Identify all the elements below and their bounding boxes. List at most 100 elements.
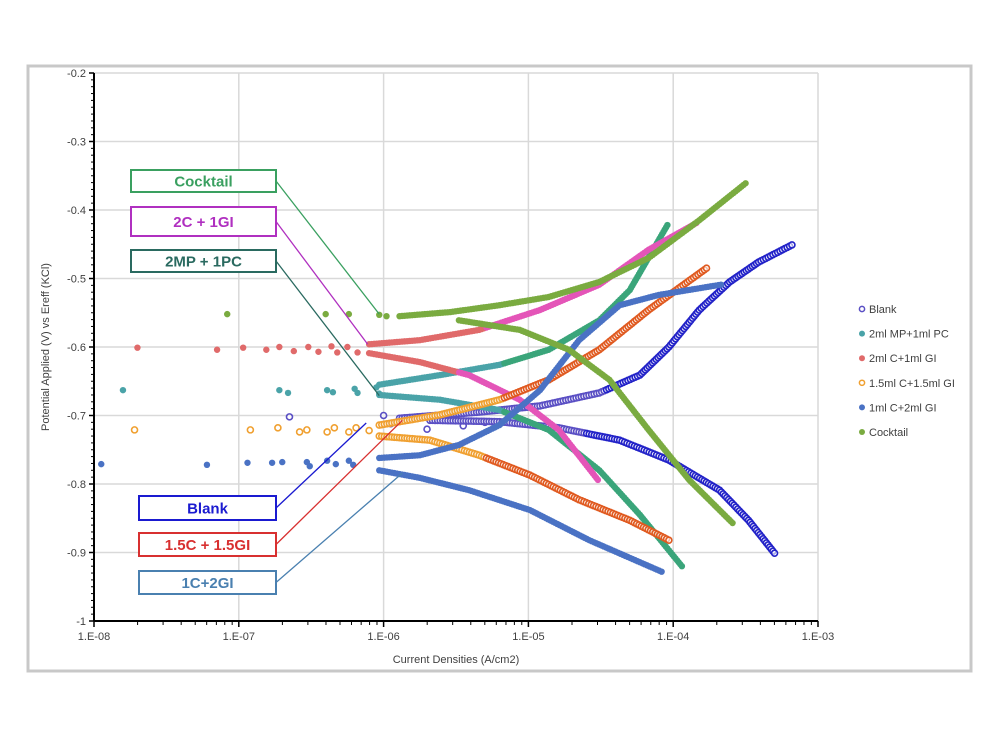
callout-box [130,206,277,237]
y-tick-label: -1 [76,616,86,628]
data-point [664,221,671,229]
legend-marker [859,404,865,411]
data-point [306,462,313,470]
legend-marker [859,355,865,362]
legend-label: 2ml MP+1ml PC [869,329,949,341]
data-point [770,549,779,557]
callout-box [130,169,277,193]
data-point [276,386,283,394]
callout-box [130,249,277,273]
callout-label: 1.5C + 1.5GI [165,537,250,554]
data-point [315,348,322,355]
legend-label: Blank [869,304,897,316]
callout-leader-line [275,422,367,509]
callout-3: Blank [138,422,367,521]
legend-label: 2ml C+1ml GI [869,353,937,365]
callout-4: 1.5C + 1.5GI [138,419,403,557]
callout-label: 2MP + 1PC [165,254,242,271]
data-point [334,349,341,356]
data-point [329,389,337,396]
legend-entry: Blank [858,304,897,316]
callout-1: 2C + 1GI [130,206,369,345]
callout-label: Cocktail [174,174,232,191]
data-point [379,411,388,420]
y-axis-title: Potential Applied (V) vs Ereff (KCl) [40,263,52,431]
data-point [213,346,221,353]
callout-leader-line [275,419,403,545]
data-point [729,519,736,527]
data-point [322,310,329,318]
data-point [344,343,351,351]
data-point [295,428,304,436]
y-tick-label: -0.3 [67,137,86,149]
data-point [224,310,231,318]
series-2ml-mp-1ml-pc [119,221,686,570]
data-point [303,426,311,434]
data-point [742,180,749,187]
data-point [305,343,312,351]
callout-leader-line [275,221,369,345]
data-point [665,536,673,544]
callout-0: Cocktail [130,169,380,315]
data-point [354,349,361,356]
callout-box [138,495,277,521]
callout-label: 1C+2GI [181,575,233,592]
x-tick-label: 1.E-03 [802,631,834,643]
legend-entry: 2ml MP+1ml PC [859,329,949,341]
data-point [383,312,390,320]
y-tick-label: -0.7 [67,411,86,423]
data-point [702,264,711,273]
y-tick-label: -0.8 [67,479,86,491]
legend-label: Cocktail [869,427,908,439]
data-point [323,386,331,394]
y-tick-labels: -0.2 -0.3 -0.4 -0.5 -0.6 -0.7 -0.8 -0.9 -1 [67,68,86,628]
data-point [285,413,294,421]
legend: Blank 2ml MP+1ml PC 2ml C+1ml GI 1.5ml C+1.… [858,304,955,439]
x-tick-labels: 1.E-08 1.E-07 1.E-06 1.E-05 1.E-04 1.E-03 [78,631,834,643]
data-point [119,386,127,394]
data-point [345,457,353,464]
y-tick-label: -0.9 [67,548,86,560]
data-point [98,460,105,468]
data-point [678,563,686,570]
legend-marker [858,379,866,387]
legend-marker [858,305,866,313]
legend-entry: 1.5ml C+1.5ml GI [858,378,955,390]
data-point [274,424,282,432]
series-1ml-c-2ml-gi [98,281,725,575]
legend-label: 1.5ml C+1.5ml GI [869,378,955,390]
callout-5: 1C+2GI [138,472,403,595]
data-point [130,426,139,434]
data-point [276,343,283,351]
x-tick-label: 1.E-05 [512,631,544,643]
data-point [354,389,361,397]
series-1-5ml-c-1-5ml-gi [130,264,711,544]
data-point [290,347,298,355]
y-tick-label: -0.2 [67,68,86,80]
callout-box [138,570,277,595]
data-point [345,428,353,436]
legend-entry: 2ml C+1ml GI [859,353,937,365]
data-point [330,424,339,432]
data-point [246,426,255,434]
data-point [658,568,665,575]
data-point [284,389,292,397]
data-point [423,425,431,434]
data-point [263,346,270,353]
x-tick-label: 1.E-06 [367,631,399,643]
callout-leader-line [275,180,380,315]
callout-box [138,532,277,557]
legend-label: 1ml C+2ml GI [869,402,937,414]
data-point [328,343,335,350]
legend-entry: 1ml C+2ml GI [859,402,937,414]
callout-label: Blank [187,501,229,518]
data-point [717,281,725,288]
callout-2: 2MP + 1PC [130,249,380,397]
data-point [352,424,360,432]
legend-entry: Cocktail [859,427,908,439]
y-tick-label: -0.6 [67,342,86,354]
data-point [134,344,141,351]
data-point [365,426,373,435]
y-tick-label: -0.4 [67,205,86,217]
